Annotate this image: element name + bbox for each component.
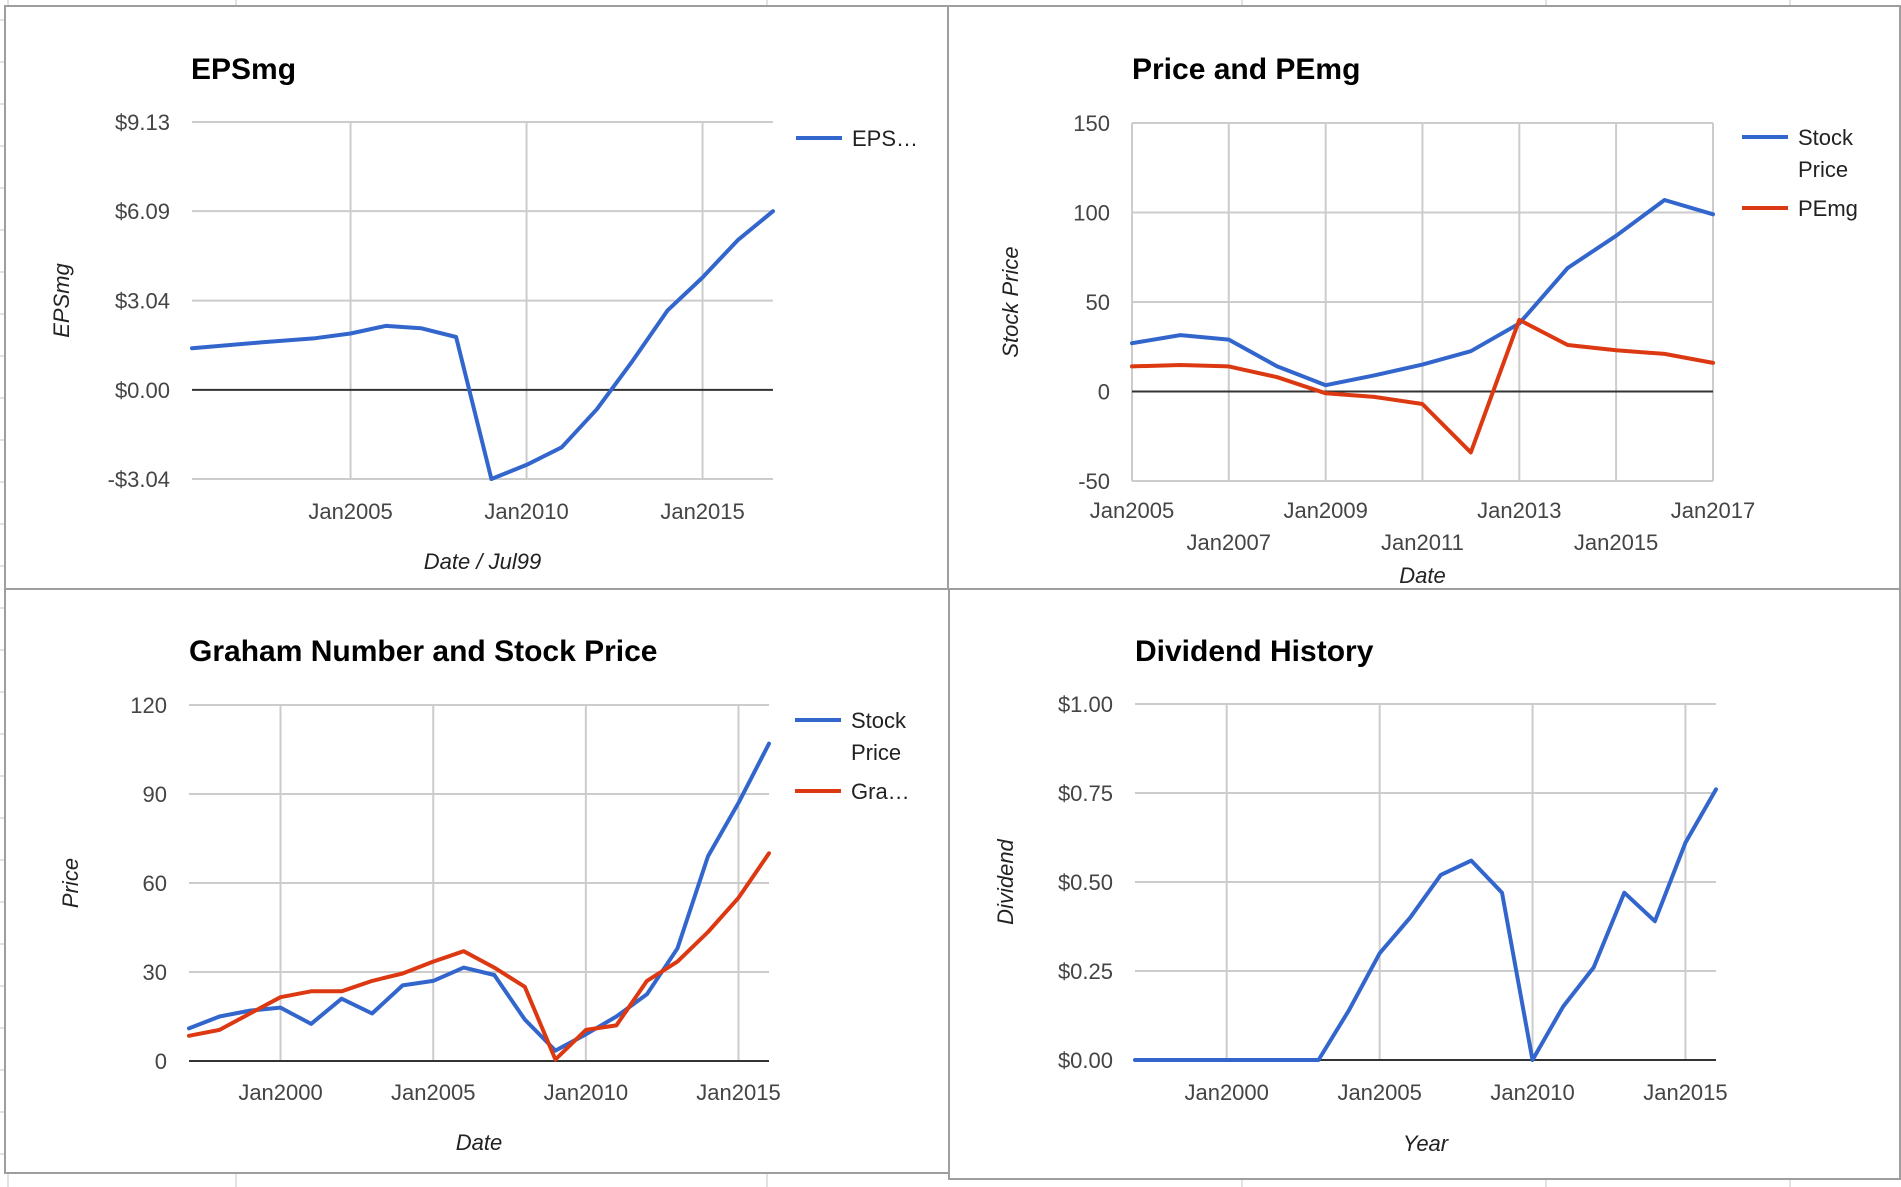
y-tick-label: $1.00 [1058,692,1113,717]
x-tick-label: Jan2009 [1283,498,1367,523]
x-tick-label: Jan2015 [660,499,744,524]
x-axis-title: Year [1403,1131,1450,1156]
x-tick-label: Jan2010 [1490,1080,1574,1105]
y-tick-label: 0 [1098,380,1110,405]
x-tick-label: Jan2005 [308,499,392,524]
x-tick-label: Jan2010 [484,499,568,524]
y-tick-label: $0.25 [1058,959,1113,984]
x-axis-title: Date [456,1130,502,1155]
x-axis-title: Date [1399,563,1445,588]
y-tick-label: $0.75 [1058,781,1113,806]
x-tick-label: Jan2015 [1574,530,1658,555]
legend-label: Stock [851,708,907,733]
y-axis-title: Stock Price [998,246,1023,357]
blue-series-line [187,741,771,1053]
y-tick-label: 150 [1073,111,1110,136]
x-tick-label: Jan2015 [1643,1080,1727,1105]
legend-label: PEmg [1798,196,1858,221]
y-tick-label: -50 [1078,469,1110,494]
y-tick-label: $0.50 [1058,870,1113,895]
legend-label: Gra… [851,779,910,804]
eps-chart-title: EPSmg [191,53,296,86]
eps-chart-panel[interactable]: EPSmg $9.13 $6.09 $3.04 $0.00 -$3.04 Jan2005 Ja… [4,5,950,591]
y-axis-title: EPSmg [49,262,74,337]
y-axis-title: Price [58,858,83,908]
legend-label: Price [851,740,901,765]
x-tick-label: Jan2005 [1337,1080,1421,1105]
y-tick-label: 120 [130,693,167,718]
x-tick-label: Jan2010 [544,1080,628,1105]
y-tick-label: 50 [1086,290,1110,315]
legend-label: Stock [1798,125,1854,150]
red-series-line [187,851,771,1062]
blue-series-line [190,209,775,481]
y-tick-label: $9.13 [115,110,170,135]
blue-series-line [1130,198,1715,388]
graham-chart-title: Graham Number and Stock Price [189,635,658,668]
blue-series-line [1133,787,1718,1062]
y-tick-label: -$3.04 [108,467,170,492]
graham-chart-panel[interactable]: Graham Number and Stock Price 120 90 60 30 0 J… [4,588,950,1174]
x-tick-label: Jan2015 [696,1080,780,1105]
y-tick-label: 60 [143,871,167,896]
red-series-line [1130,317,1715,455]
x-tick-label: Jan2005 [1090,498,1174,523]
x-tick-label: Jan2000 [238,1080,322,1105]
x-axis-title: Date / Jul99 [424,549,541,574]
x-tick-label: Jan2017 [1671,498,1755,523]
y-tick-label: 30 [143,960,167,985]
dividend-chart-panel[interactable]: Dividend History $1.00 $0.75 $0.50 $0.25 $0.0… [948,588,1901,1180]
dividend-chart-title: Dividend History [1135,635,1374,668]
pe-chart-panel[interactable]: Price and PEmg 150 100 50 0 -50 Jan2005 Jan2007… [947,5,1901,591]
y-tick-label: $3.04 [115,289,170,314]
x-tick-label: Jan2013 [1477,498,1561,523]
x-tick-label: Jan2005 [391,1080,475,1105]
legend-label: EPS… [852,126,918,151]
legend-label: Price [1798,157,1848,182]
x-tick-label: Jan2000 [1184,1080,1268,1105]
y-tick-label: 0 [155,1049,167,1074]
y-tick-label: $0.00 [115,378,170,403]
pe-chart-title: Price and PEmg [1132,53,1360,86]
y-tick-label: 100 [1073,201,1110,226]
y-tick-label: $0.00 [1058,1048,1113,1073]
x-tick-label: Jan2007 [1187,530,1271,555]
y-tick-label: 90 [143,782,167,807]
y-tick-label: $6.09 [115,199,170,224]
y-axis-title: Dividend [993,838,1018,924]
x-tick-label: Jan2011 [1381,530,1464,555]
